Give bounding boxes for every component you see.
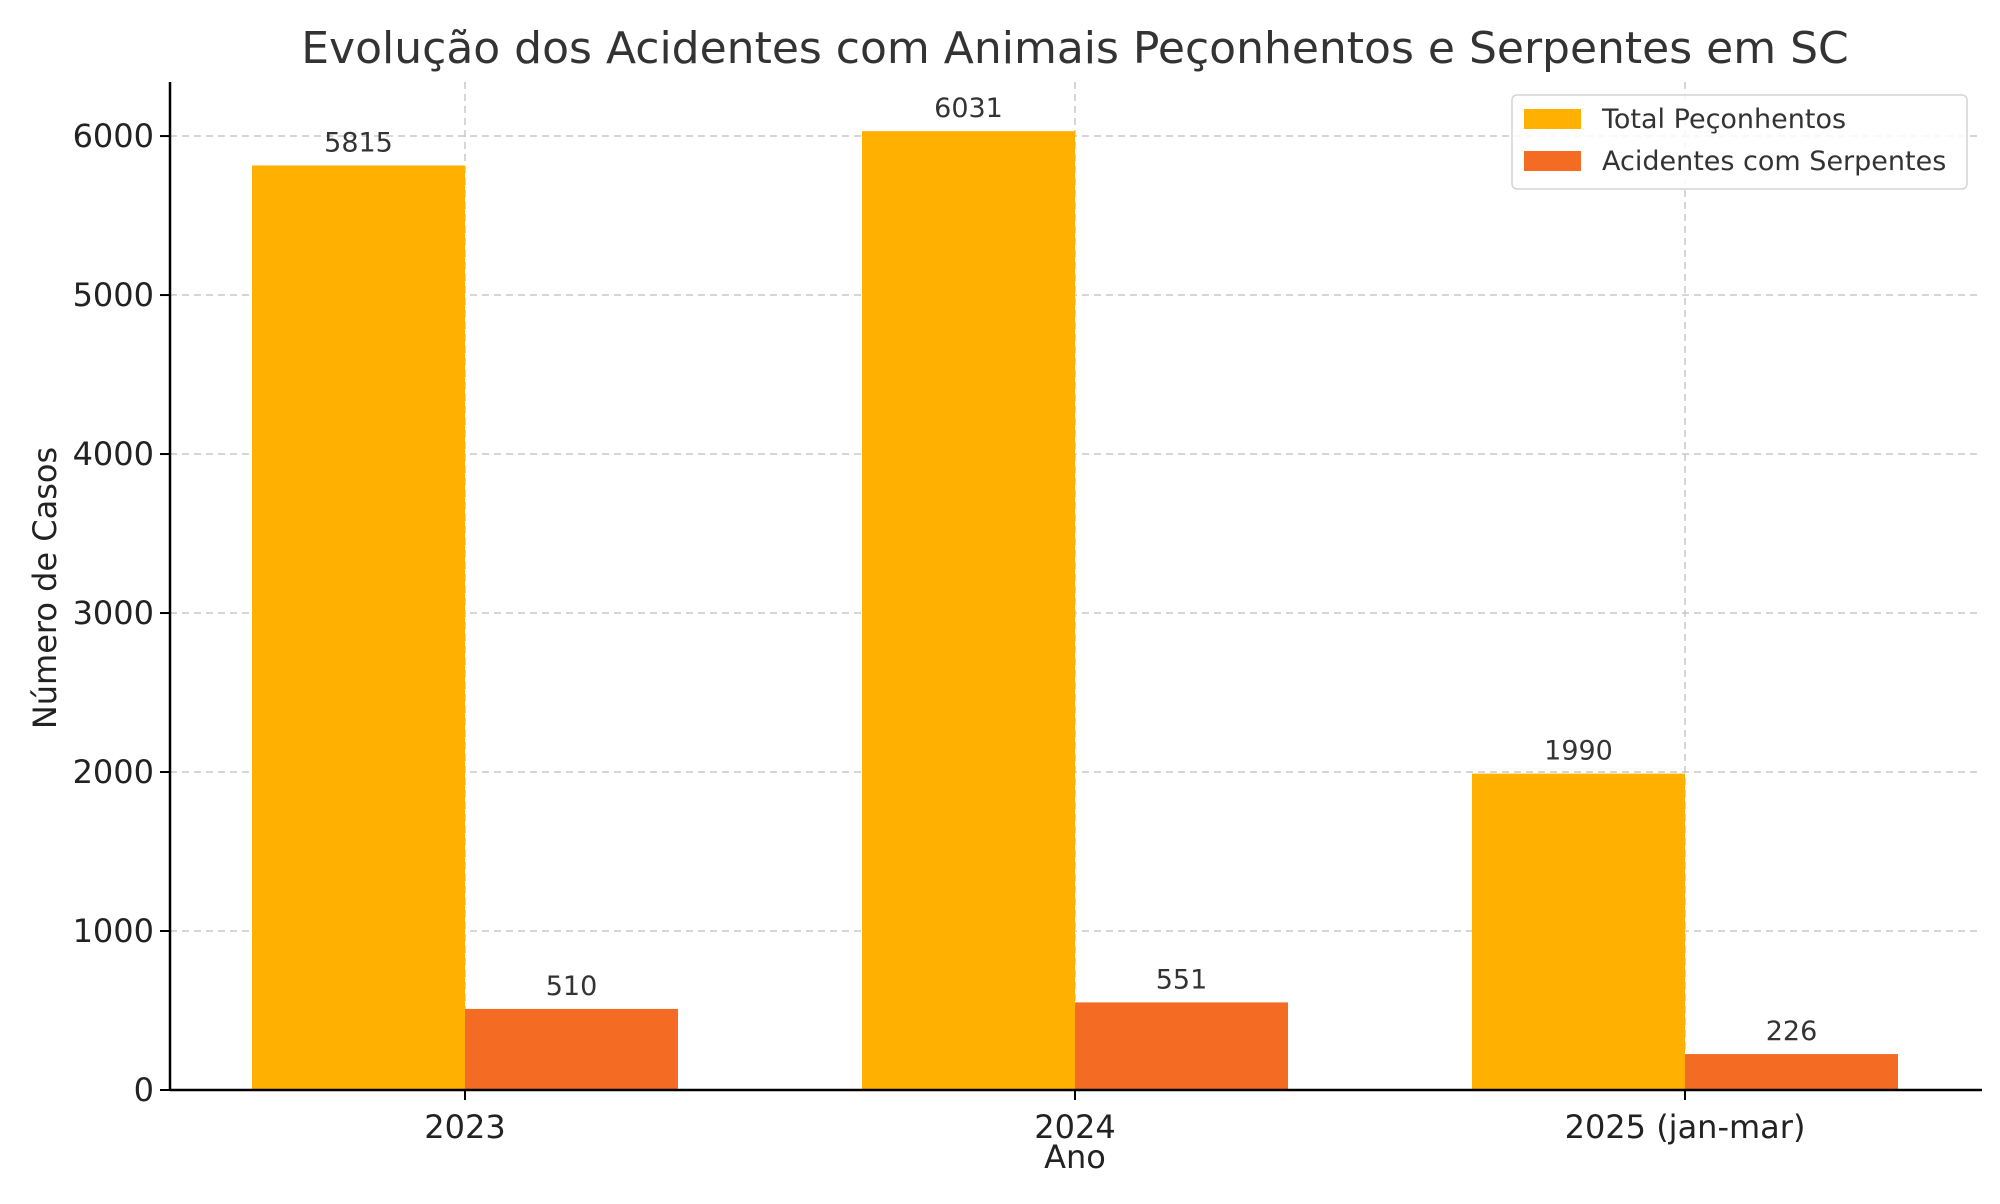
data-label: 226: [1766, 1016, 1818, 1047]
bar: [465, 1008, 678, 1090]
legend-swatch: [1524, 151, 1581, 171]
data-label: 6031: [934, 93, 1003, 124]
y-tick-label: 2000: [73, 753, 154, 791]
data-label: 1990: [1544, 736, 1613, 767]
data-labels: 5815 6031 1990 510 551 226: [324, 93, 1817, 1047]
x-tick-label: 2023: [424, 1108, 505, 1146]
y-tick-label: 6000: [73, 117, 154, 155]
bars: [252, 131, 1898, 1091]
x-tick-label: 2024: [1034, 1108, 1115, 1146]
chart-title: Evolução dos Acidentes com Animais Peçon…: [301, 23, 1848, 74]
x-axis-label: Ano: [1044, 1138, 1106, 1176]
bar: [252, 165, 465, 1090]
y-axis-label: Número de Casos: [26, 447, 64, 729]
legend-label: Total Peçonhentos: [1601, 104, 1846, 135]
legend-swatch: [1524, 109, 1581, 129]
y-tick-label: 0: [134, 1071, 154, 1109]
data-label: 510: [546, 971, 598, 1002]
data-label: 5815: [324, 127, 393, 158]
data-label: 551: [1156, 964, 1208, 995]
y-tick-label: 3000: [73, 594, 154, 632]
bar: [1472, 773, 1685, 1090]
y-tick-label: 4000: [73, 435, 154, 473]
bar: [1075, 1002, 1288, 1090]
x-tick-label: 2025 (jan-mar): [1565, 1108, 1806, 1146]
axes: 0 1000 2000 3000 4000 5000 6000 2023 2024 2025 (j…: [73, 82, 1982, 1146]
legend-label: Acidentes com Serpentes: [1602, 146, 1946, 177]
y-tick-label: 1000: [73, 912, 154, 950]
legend: Total Peçonhentos Acidentes com Serpentes: [1511, 94, 1968, 190]
legend-box: [1511, 94, 1968, 190]
y-tick-label: 5000: [73, 276, 154, 314]
bar: [862, 131, 1075, 1091]
bar: [1685, 1054, 1898, 1090]
